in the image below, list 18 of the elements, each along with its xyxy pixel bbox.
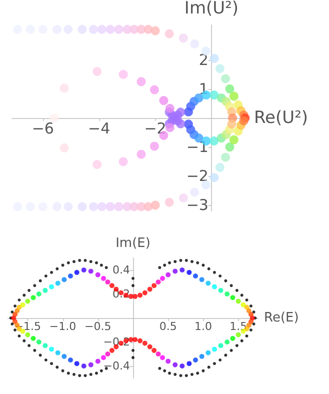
y-tick-label: −2 [186, 167, 208, 186]
x-tick-label: −6 [32, 120, 54, 138]
y-tick-label: 0.4 [112, 264, 130, 276]
x-tick-label: 0.5 [159, 320, 177, 333]
y-tick-label: −1 [186, 138, 208, 156]
x-tick-label: 1.0 [194, 320, 212, 333]
x-tick-label: −0.5 [84, 320, 112, 333]
y-axis-title: Im(U²) [184, 0, 239, 18]
y-tick-label: −3 [186, 196, 208, 214]
x-tick-label: −4 [88, 120, 110, 138]
x-axis-title: Re(E) [264, 310, 299, 326]
y-tick-label: 2 [198, 50, 208, 69]
x-tick-label: −1.0 [49, 320, 76, 333]
x-tick-label: −2 [144, 120, 166, 138]
y-axis-title: Im(E) [116, 236, 150, 251]
x-tick-label: 1.5 [230, 320, 248, 333]
y-tick-label: −0.4 [103, 360, 130, 372]
x-axis-title: Re(U²) [254, 108, 308, 128]
